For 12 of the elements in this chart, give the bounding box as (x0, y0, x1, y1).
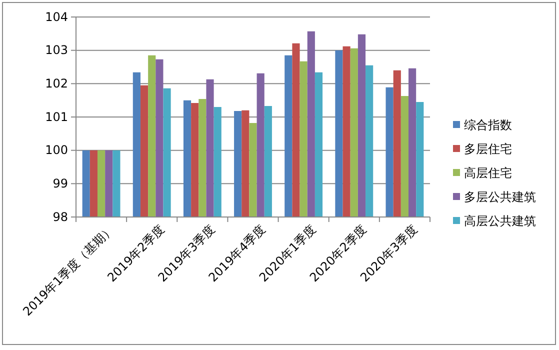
y-tick-label: 103 (45, 43, 68, 58)
legend-label: 高层公共建筑 (464, 214, 536, 228)
y-tick-label: 101 (45, 110, 68, 124)
legend-label: 多层公共建筑 (464, 190, 536, 204)
legend-label: 综合指数 (464, 118, 512, 132)
legend-label: 高层住宅 (464, 166, 512, 180)
y-tick-label: 100 (45, 143, 68, 158)
y-tick-label: 104 (45, 10, 68, 24)
y-tick-label: 99 (52, 176, 68, 191)
y-tick-label: 98 (52, 210, 68, 224)
y-tick-label: 102 (45, 76, 68, 91)
legend-label: 多层住宅 (464, 142, 512, 156)
